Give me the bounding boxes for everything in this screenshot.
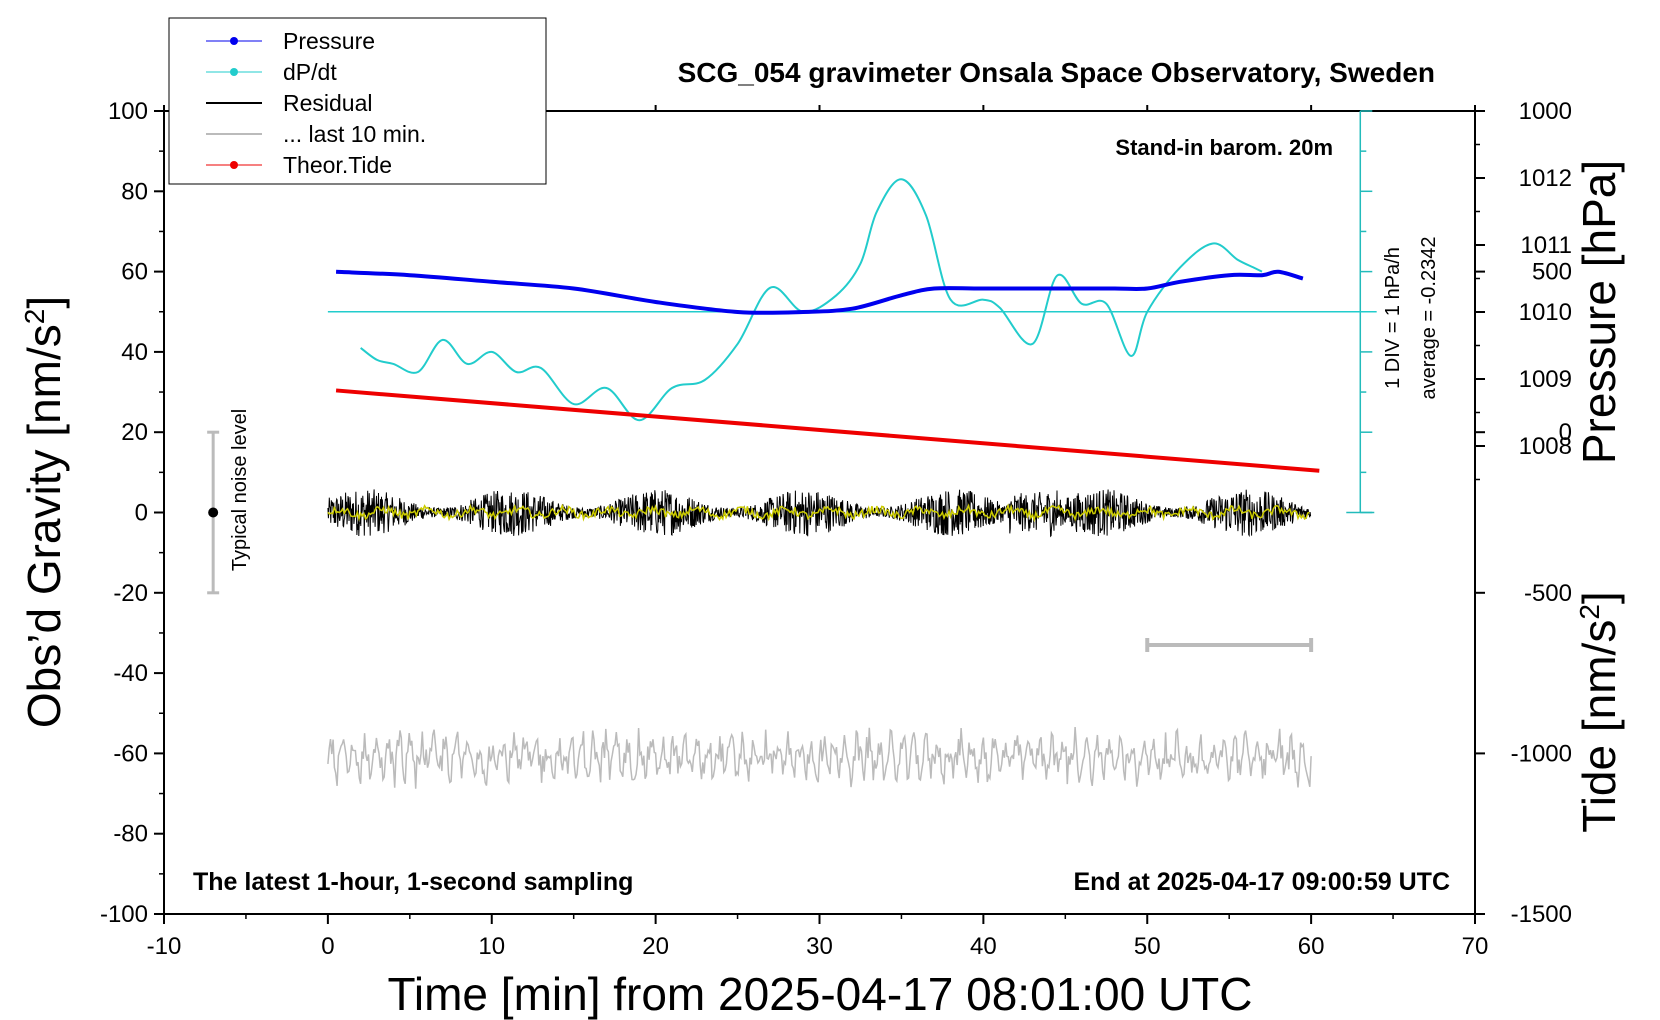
tide-tick-label: -1000 [1511, 740, 1572, 767]
y-axis-label-pressure: Pressure [hPa] [1573, 160, 1625, 464]
latest-annotation: The latest 1-hour, 1-second sampling [193, 868, 633, 896]
pressure-tick-label: 1008 [1519, 433, 1572, 460]
noise-label: Typical noise level [229, 409, 251, 571]
y-tick-label: 20 [121, 419, 148, 446]
y-tick-label: -80 [113, 821, 148, 848]
y-tick-label: -100 [100, 901, 148, 928]
average-label: average = -0.2342 [1418, 237, 1440, 400]
gravity-label-sup: 2 [19, 309, 50, 325]
residual-smooth-line [327, 503, 1310, 523]
legend-label: Residual [283, 90, 373, 116]
div-label: 1 DIV = 1 hPa/h [1382, 247, 1404, 389]
y-tick-label: 80 [121, 178, 148, 205]
legend-label: Theor.Tide [283, 152, 392, 178]
legend-box [168, 17, 547, 185]
x-tick-label: -10 [147, 933, 182, 960]
pressure-tick-label: 1010 [1519, 299, 1572, 326]
tide-tick-label: 500 [1532, 259, 1572, 286]
gravity-label-end: ] [18, 296, 70, 309]
tide-label-sup: 2 [1574, 604, 1605, 620]
chart-title: SCG_054 gravimeter Onsala Space Observat… [678, 57, 1435, 88]
pressure-tick-label: 1012 [1519, 165, 1572, 192]
pressure-axis-ticks: 1008 1009 1010 1011 1012 [1475, 143, 1572, 481]
tide-axis-ticks: -1500 -1000 -500 0 500 1000 [1475, 98, 1572, 928]
legend-marker [230, 161, 238, 169]
y-tick-label: 100 [108, 98, 148, 125]
tide-tick-label: 1000 [1519, 98, 1572, 125]
x-tick-label: 70 [1462, 933, 1489, 960]
y-tick-label: 60 [121, 259, 148, 286]
legend-label: ... last 10 min. [283, 121, 426, 147]
noise-point [208, 507, 219, 518]
y-tick-label: 40 [121, 339, 148, 366]
last-10-min-line [327, 727, 1312, 789]
x-tick-label: 0 [321, 933, 334, 960]
y-tick-label: 0 [135, 500, 148, 527]
gravity-axis-ticks: -100 -80 -60 -40 -20 0 20 40 60 80 100 [100, 98, 164, 928]
legend-marker [230, 37, 238, 45]
y-tick-label: -40 [113, 660, 148, 687]
x-tick-label: 40 [970, 933, 997, 960]
scale-bar [1145, 637, 1314, 652]
legend: Pressure dP/dt Residual ... last 10 min. The… [168, 17, 547, 185]
tide-label-end: ] [1573, 591, 1625, 604]
tide-tick-label: -500 [1524, 580, 1572, 607]
x-tick-label: 30 [806, 933, 833, 960]
x-tick-label: 20 [642, 933, 669, 960]
tide-tick-label: 0 [1559, 419, 1572, 446]
legend-label: Pressure [283, 28, 375, 54]
pressure-tick-label: 1009 [1519, 366, 1572, 393]
y-tick-label: -60 [113, 740, 148, 767]
y-axis-label-tide: Tide [nm/s2] [1573, 591, 1625, 832]
pressure-tick-label: 1011 [1520, 232, 1572, 259]
legend-label: dP/dt [283, 59, 337, 85]
gravity-label-main: Obs’d Gravity [nm/s [18, 324, 70, 728]
tide-tick-label: -1500 [1511, 901, 1572, 928]
legend-marker [230, 68, 238, 76]
x-axis-ticks: -10 0 10 20 30 40 50 60 70 [147, 105, 1489, 960]
end-at-annotation: End at 2025-04-17 09:00:59 UTC [1073, 868, 1450, 896]
dpdt-line [360, 178, 1263, 422]
y-tick-label: -20 [113, 580, 148, 607]
y-axis-label-gravity: Obs’d Gravity [nm/s2] [18, 296, 70, 728]
x-axis-label: Time [min] from 2025-04-17 08:01:00 UTC [388, 968, 1253, 1020]
x-tick-label: 60 [1298, 933, 1325, 960]
stand-in-annotation: Stand-in barom. 20m [1115, 135, 1333, 160]
x-tick-label: 50 [1134, 933, 1161, 960]
tide-label-main: Tide [nm/s [1573, 620, 1625, 833]
x-tick-label: 10 [478, 933, 505, 960]
pressure-line [335, 269, 1304, 315]
series-group [327, 178, 1377, 789]
tide-line [335, 388, 1320, 473]
noise-level-indicator [207, 430, 220, 595]
